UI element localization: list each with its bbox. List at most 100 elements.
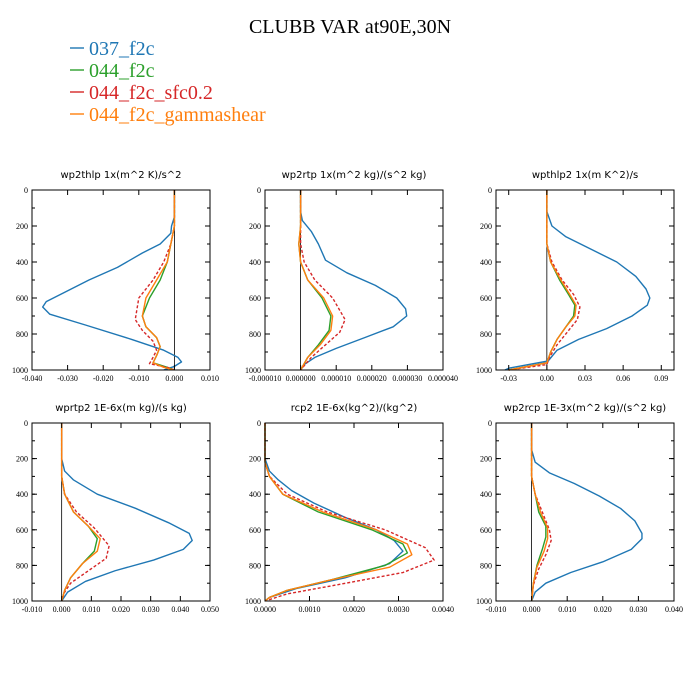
series-line (530, 423, 549, 602)
series-line (508, 190, 577, 371)
x-tick-label: 0.000020 (357, 374, 387, 383)
legend-item: 044_f2c_gammashear (70, 104, 266, 126)
legend: 037_f2c 044_f2c 044_f2c_sfc0.2 044_f2c_g… (70, 38, 266, 126)
legend-item: 037_f2c (70, 38, 155, 60)
x-tick-label: 0.030 (142, 605, 160, 614)
series-line (504, 190, 651, 371)
y-tick-label: 0 (488, 186, 492, 195)
y-tick-label: 0 (257, 419, 261, 428)
panel-title: wpthlp2 1x(m K^2)/s (532, 170, 638, 181)
panel-title: wp2rcp 1E-3x(m^2 kg)/(s^2 kg) (504, 403, 667, 414)
x-tick-label: 0.050 (201, 605, 219, 614)
y-tick-label: 800 (16, 330, 28, 339)
y-tick-label: 800 (480, 561, 492, 570)
y-tick-label: 800 (16, 561, 28, 570)
y-tick-label: 400 (480, 258, 492, 267)
chart-panel: wp2thlp 1x(m^2 K)/s^202004006008001000-0… (12, 170, 219, 383)
x-tick-label: 0.000 (53, 605, 71, 614)
y-tick-label: 200 (249, 222, 261, 231)
y-tick-label: 200 (480, 455, 492, 464)
x-tick-label: 0.0020 (343, 605, 365, 614)
x-tick-label: 0.020 (112, 605, 130, 614)
series-line (530, 423, 643, 602)
x-tick-label: -0.000010 (249, 374, 282, 383)
x-tick-label: 0.000030 (392, 374, 422, 383)
panel-title: wp2thlp 1x(m^2 K)/s^2 (60, 170, 181, 181)
y-tick-label: 800 (249, 561, 261, 570)
panel-title: wprtp2 1E-6x(m kg)/(s kg) (55, 403, 187, 414)
series-line (298, 190, 334, 371)
x-tick-label: 0.0030 (388, 605, 410, 614)
y-tick-label: 800 (480, 330, 492, 339)
series-line (60, 423, 193, 602)
y-tick-label: 1000 (245, 597, 261, 606)
legend-item: 044_f2c_sfc0.2 (70, 82, 213, 104)
x-tick-label: -0.010 (486, 605, 507, 614)
y-tick-label: 600 (249, 294, 261, 303)
x-tick-label: -0.030 (57, 374, 78, 383)
y-tick-label: 400 (16, 490, 28, 499)
y-tick-label: 1000 (12, 597, 28, 606)
x-tick-label: 0.010 (82, 605, 100, 614)
y-tick-label: 200 (16, 455, 28, 464)
y-tick-label: 600 (480, 294, 492, 303)
x-tick-label: 0.00 (540, 374, 554, 383)
y-tick-label: 200 (480, 222, 492, 231)
x-tick-label: 0.06 (616, 374, 630, 383)
y-tick-label: 1000 (476, 366, 492, 375)
chart-panel: wp2rcp 1E-3x(m^2 kg)/(s^2 kg) 0 200 400 600 8… (476, 403, 683, 614)
x-tick-label: 0.000 (165, 374, 183, 383)
x-tick-label: 0.0010 (299, 605, 321, 614)
x-tick-label: 0.000010 (321, 374, 351, 383)
y-tick-label: 0 (488, 419, 492, 428)
x-tick-label: 0.000000 (286, 374, 316, 383)
y-tick-label: 800 (249, 330, 261, 339)
chart-panel: wprtp2 1E-6x(m kg)/(s kg) 0 200 400 600 800 10… (12, 403, 219, 614)
y-tick-label: 200 (249, 455, 261, 464)
y-tick-label: 400 (480, 490, 492, 499)
series-line (299, 190, 346, 371)
chart-panel: rcp2 1E-6x(kg^2)/(kg^2) 0 200 400 600 800 1000… (245, 403, 454, 614)
y-tick-label: 600 (16, 526, 28, 535)
series-line (264, 423, 413, 602)
x-tick-label: 0.020 (594, 605, 612, 614)
y-tick-label: 400 (249, 490, 261, 499)
y-tick-label: 1000 (476, 597, 492, 606)
x-tick-label: 0.0000 (254, 605, 276, 614)
x-tick-label: 0.040 (665, 605, 683, 614)
x-tick-label: -0.040 (22, 374, 43, 383)
y-tick-label: 1000 (245, 366, 261, 375)
legend-item: 044_f2c (70, 60, 155, 82)
y-tick-label: 400 (16, 258, 28, 267)
x-tick-label: 0.000040 (428, 374, 458, 383)
chart-panel: wp2rtp 1x(m^2 kg)/(s^2 kg) 0 200 400 600 800 1… (245, 170, 458, 383)
panels: wp2thlp 1x(m^2 K)/s^202004006008001000-0… (12, 170, 683, 614)
legend-label: 037_f2c (89, 38, 155, 60)
y-tick-label: 0 (24, 419, 28, 428)
y-tick-label: 600 (16, 294, 28, 303)
legend-label: 044_f2c_gammashear (89, 104, 266, 126)
x-tick-label: 0.030 (629, 605, 647, 614)
y-tick-label: 1000 (12, 366, 28, 375)
x-tick-label: 0.03 (578, 374, 592, 383)
chart-panel: wpthlp2 1x(m K^2)/s 0 200 400 600 800 1000 -0.0… (476, 170, 675, 383)
series-line (299, 190, 408, 371)
series-line (60, 423, 101, 602)
x-tick-label: -0.020 (93, 374, 114, 383)
y-tick-label: 0 (24, 186, 28, 195)
y-tick-label: 600 (480, 526, 492, 535)
legend-label: 044_f2c (89, 60, 155, 82)
x-tick-label: -0.010 (22, 605, 43, 614)
y-tick-label: 200 (16, 222, 28, 231)
y-tick-label: 600 (249, 526, 261, 535)
panel-title: wp2rtp 1x(m^2 kg)/(s^2 kg) (282, 170, 427, 181)
figure-title: CLUBB VAR at90E,30N (249, 16, 451, 38)
x-tick-label: 0.000 (523, 605, 541, 614)
y-tick-label: 0 (257, 186, 261, 195)
y-tick-label: 400 (249, 258, 261, 267)
x-tick-label: 0.010 (558, 605, 576, 614)
panel-title: rcp2 1E-6x(kg^2)/(kg^2) (291, 403, 418, 414)
x-tick-label: 0.0040 (432, 605, 454, 614)
